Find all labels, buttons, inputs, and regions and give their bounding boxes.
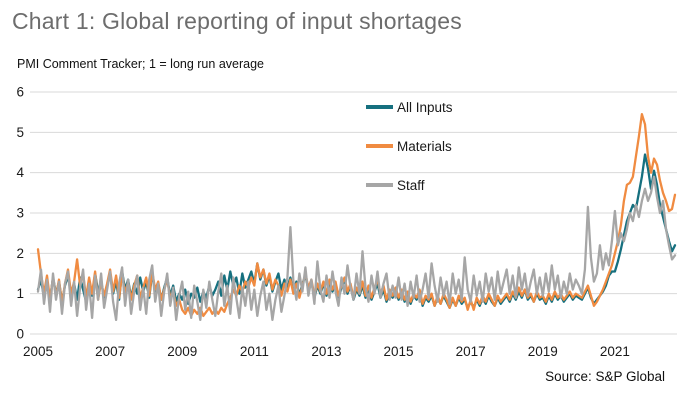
series-line-materials: [36, 113, 677, 318]
legend-label-all-inputs: All Inputs: [397, 99, 453, 115]
x-tick-label: 2017: [456, 344, 486, 359]
x-tick-label: 2013: [311, 344, 341, 359]
series-line-staff: [36, 175, 677, 322]
x-tick-label: 2005: [23, 344, 53, 359]
x-tick-label: 2021: [600, 344, 630, 359]
y-tick-label: 5: [16, 125, 24, 140]
y-tick-label: 6: [16, 85, 24, 100]
y-tick-label: 3: [16, 206, 24, 221]
staff-line-swatch-icon: [366, 183, 393, 187]
x-tick-label: 2011: [240, 344, 269, 359]
legend-item-staff: Staff: [366, 176, 453, 194]
chart-subtitle: PMI Comment Tracker; 1 = long run averag…: [17, 57, 264, 71]
y-tick-label: 4: [16, 165, 24, 180]
y-tick-label: 2: [16, 246, 24, 261]
y-tick-label: 0: [16, 327, 24, 342]
legend-item-all-inputs: All Inputs: [366, 98, 453, 116]
y-tick-label: 1: [16, 286, 24, 301]
x-tick-label: 2009: [167, 344, 197, 359]
x-tick-label: 2019: [528, 344, 558, 359]
chart-title: Chart 1: Global reporting of input short…: [12, 8, 462, 34]
all-inputs-line-swatch-icon: [366, 105, 393, 109]
legend-label-staff: Staff: [397, 177, 425, 193]
source-note: Source: S&P Global: [545, 369, 665, 384]
x-tick-label: 2015: [384, 344, 414, 359]
legend-label-materials: Materials: [397, 138, 452, 154]
materials-line-swatch-icon: [366, 144, 393, 148]
x-tick-label: 2007: [95, 344, 125, 359]
chart-legend: All Inputs Materials Staff: [366, 98, 453, 215]
legend-item-materials: Materials: [366, 137, 453, 155]
